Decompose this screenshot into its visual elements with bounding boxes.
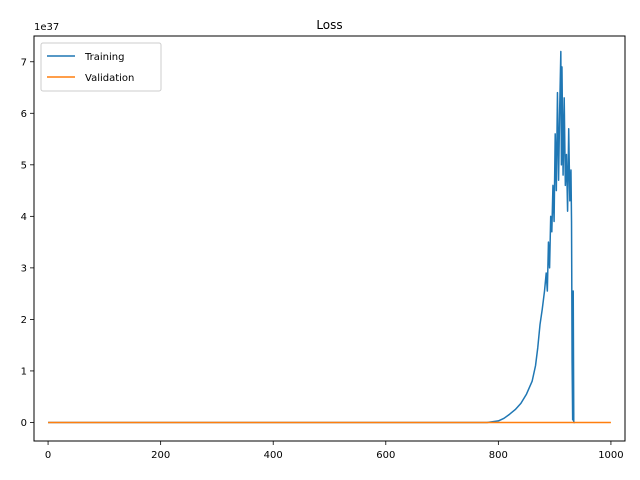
x-tick-label: 0	[45, 450, 51, 461]
plot-border	[33, 35, 626, 442]
chart-title: Loss	[316, 18, 342, 32]
y-tick-label: 1	[21, 366, 27, 377]
plot-area	[33, 35, 626, 442]
series-line-training	[48, 50, 576, 424]
legend: Training Validation	[40, 42, 162, 92]
x-tick-label: 800	[489, 450, 508, 461]
series-lines	[48, 50, 611, 424]
y-axis-ticks: 0 1 2 3 4 5 6 7	[21, 57, 34, 429]
y-scale-exponent-label: 1e37	[34, 22, 59, 33]
x-tick-label: 600	[376, 450, 395, 461]
y-tick-label: 0	[21, 418, 27, 429]
x-tick-label: 1000	[598, 450, 623, 461]
y-tick-label: 5	[21, 160, 27, 171]
y-tick-label: 6	[21, 109, 27, 120]
x-axis-ticks: 0 200 400 600 800 1000	[45, 441, 624, 461]
y-tick-label: 4	[21, 212, 27, 223]
legend-box	[40, 42, 162, 92]
y-tick-label: 7	[21, 57, 27, 68]
legend-label-training: Training	[84, 52, 124, 63]
x-tick-label: 200	[151, 450, 170, 461]
legend-label-validation: Validation	[85, 73, 134, 84]
y-tick-label: 3	[21, 263, 27, 274]
y-tick-label: 2	[21, 315, 27, 326]
x-tick-label: 400	[264, 450, 283, 461]
